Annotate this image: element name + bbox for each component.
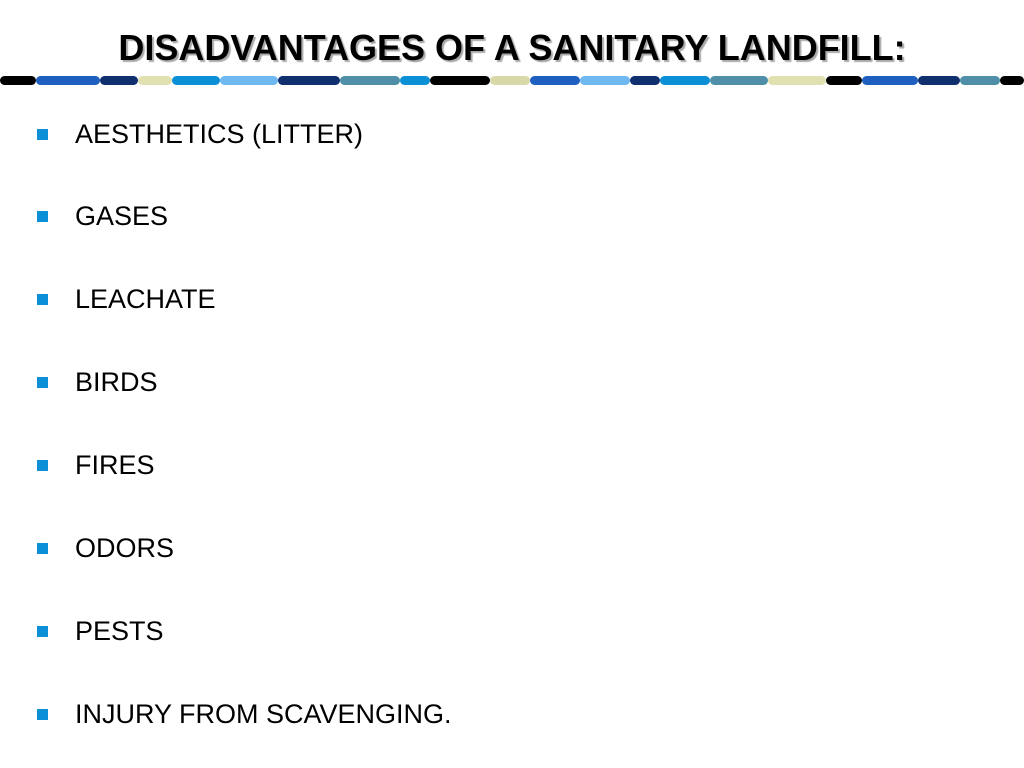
stripe-segments: [0, 76, 1024, 85]
stripe-segment: [220, 76, 278, 85]
stripe-segment: [630, 76, 660, 85]
stripe-segment: [826, 76, 862, 85]
slide-title: DISADVANTAGES OF A SANITARY LANDFILL:: [118, 27, 906, 68]
stripe-segment: [400, 76, 430, 85]
stripe-segment: [918, 76, 960, 85]
square-bullet-icon: [37, 709, 48, 720]
stripe-segment: [530, 76, 580, 85]
square-bullet-icon: [37, 460, 48, 471]
bullet-item: ODORS: [0, 530, 1000, 570]
stripe-segment: [100, 76, 138, 85]
stripe-segment: [580, 76, 630, 85]
square-bullet-icon: [37, 129, 48, 140]
bullet-text: FIRES: [75, 450, 155, 480]
bullet-text: INJURY FROM SCAVENGING.: [75, 699, 452, 729]
stripe-segment: [768, 76, 826, 85]
stripe-segment: [138, 76, 172, 85]
bullet-text: AESTHETICS (LITTER): [75, 119, 364, 149]
bullet-item: GASES: [0, 198, 1000, 238]
square-bullet-icon: [37, 211, 48, 222]
decorative-stripe-bar: [0, 76, 1024, 85]
bullet-item: LEACHATE: [0, 281, 1000, 321]
stripe-segment: [36, 76, 100, 85]
stripe-segment: [340, 76, 400, 85]
stripe-segment: [172, 76, 220, 85]
bullet-item: INJURY FROM SCAVENGING.: [0, 696, 1000, 736]
bullet-text: BIRDS: [75, 367, 158, 397]
bullet-text: PESTS: [75, 616, 164, 646]
stripe-segment: [1000, 76, 1024, 85]
stripe-segment: [862, 76, 918, 85]
square-bullet-icon: [37, 294, 48, 305]
bullet-item: AESTHETICS (LITTER): [0, 116, 1000, 156]
bullet-text: GASES: [75, 201, 169, 231]
bullet-text: ODORS: [75, 533, 175, 563]
bullet-item: PESTS: [0, 613, 1000, 653]
square-bullet-icon: [37, 543, 48, 554]
bullet-item: FIRES: [0, 447, 1000, 487]
stripe-segment: [0, 76, 36, 85]
stripe-segment: [660, 76, 710, 85]
stripe-segment: [278, 76, 340, 85]
stripe-segment: [710, 76, 768, 85]
stripe-segment: [430, 76, 490, 85]
bullet-text: LEACHATE: [75, 284, 216, 314]
bullet-item: BIRDS: [0, 364, 1000, 404]
stripe-segment: [490, 76, 530, 85]
square-bullet-icon: [37, 626, 48, 637]
stripe-segment: [960, 76, 1000, 85]
square-bullet-icon: [37, 377, 48, 388]
